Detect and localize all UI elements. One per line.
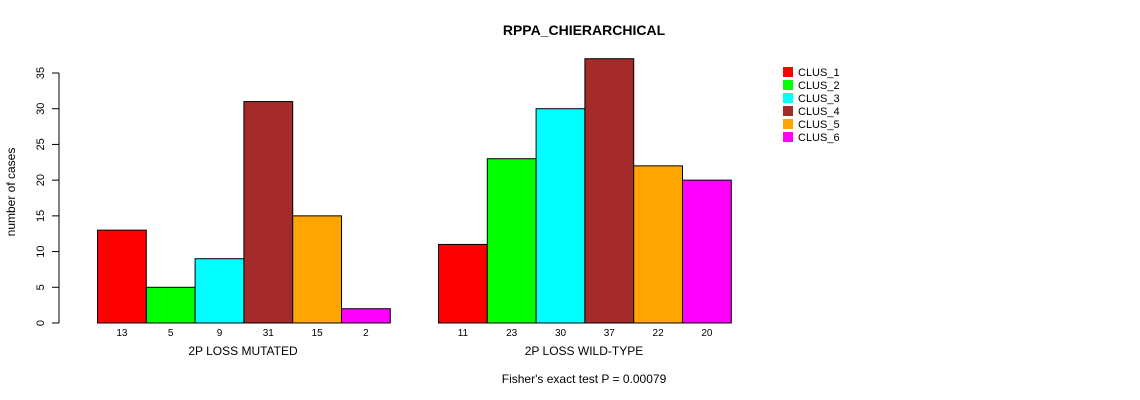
bar-clus-6-group-2 <box>682 179 732 324</box>
group-label-mutated: 2P LOSS MUTATED <box>188 344 298 358</box>
bar-group-2: 11 23 30 37 22 20 <box>438 58 732 339</box>
legend-item-clus-6: CLUS_6 <box>783 132 840 144</box>
bar-count-label: 11 <box>458 328 469 339</box>
y-tick-label-10: 10 <box>35 245 47 257</box>
y-axis-label: number of cases <box>4 148 18 237</box>
y-ticks: 0 5 10 15 20 25 30 35 <box>35 67 59 326</box>
y-tick-label-0: 0 <box>35 320 47 326</box>
bar-clus-6-group-1 <box>341 308 391 324</box>
bar-count-label: 13 <box>116 328 128 339</box>
bar-count-label: 30 <box>555 328 567 339</box>
bar-clus-3-group-2 <box>535 108 586 324</box>
bar-count-label: 9 <box>217 328 223 339</box>
legend-item-clus-3: CLUS_3 <box>783 93 840 105</box>
legend-swatch <box>783 106 793 116</box>
legend-swatch <box>783 93 793 103</box>
fisher-test-footnote: Fisher's exact test P = 0.00079 <box>502 372 667 386</box>
legend-item-clus-5: CLUS_5 <box>783 119 840 131</box>
y-tick-label-20: 20 <box>35 174 47 186</box>
bars: 13 5 9 31 15 2 11 23 30 37 22 20 <box>97 58 732 339</box>
legend-label: CLUS_6 <box>798 132 840 144</box>
legend-label: CLUS_4 <box>798 106 840 118</box>
bar-clus-5-group-1 <box>292 215 343 324</box>
bar-count-label: 37 <box>604 328 616 339</box>
legend-swatch <box>783 119 793 129</box>
bar-clus-1-group-2 <box>438 243 488 324</box>
bar-clus-4-group-1 <box>243 101 294 324</box>
chart-title: RPPA_CHIERARCHICAL <box>503 22 666 38</box>
legend-swatch <box>783 132 793 142</box>
legend-swatch <box>783 67 793 77</box>
legend-item-clus-2: CLUS_2 <box>783 80 840 92</box>
bar-clus-3-group-1 <box>194 258 245 324</box>
legend-swatch <box>783 80 793 90</box>
bar-clus-4-group-2 <box>584 58 635 324</box>
y-tick-label-15: 15 <box>35 210 47 222</box>
bar-count-label: 31 <box>263 328 275 339</box>
legend-item-clus-1: CLUS_1 <box>783 67 840 79</box>
bar-clus-2-group-2 <box>486 158 537 324</box>
y-tick-label-5: 5 <box>35 284 47 290</box>
bar-clus-2-group-1 <box>145 286 196 324</box>
legend-label: CLUS_1 <box>798 67 840 79</box>
legend-label: CLUS_3 <box>798 93 840 105</box>
bar-count-label: 22 <box>653 328 665 339</box>
bar-count-label: 5 <box>168 328 174 339</box>
group-labels: 2P LOSS MUTATED 2P LOSS WILD-TYPE <box>188 344 643 358</box>
bar-clus-5-group-2 <box>633 165 684 324</box>
y-tick-label-25: 25 <box>35 138 47 150</box>
legend-item-clus-4: CLUS_4 <box>783 106 840 118</box>
y-tick-label-35: 35 <box>35 67 47 79</box>
legend-label: CLUS_2 <box>798 80 840 92</box>
legend-label: CLUS_5 <box>798 119 840 131</box>
bar-clus-1-group-1 <box>97 229 147 324</box>
bar-count-label: 2 <box>363 328 369 339</box>
bar-count-label: 15 <box>312 328 324 339</box>
bar-group-1: 13 5 9 31 15 2 <box>97 101 391 339</box>
y-tick-label-30: 30 <box>35 103 47 115</box>
bar-count-label: 20 <box>701 328 713 339</box>
bar-count-label: 23 <box>506 328 518 339</box>
group-label-wild-type: 2P LOSS WILD-TYPE <box>525 344 643 358</box>
